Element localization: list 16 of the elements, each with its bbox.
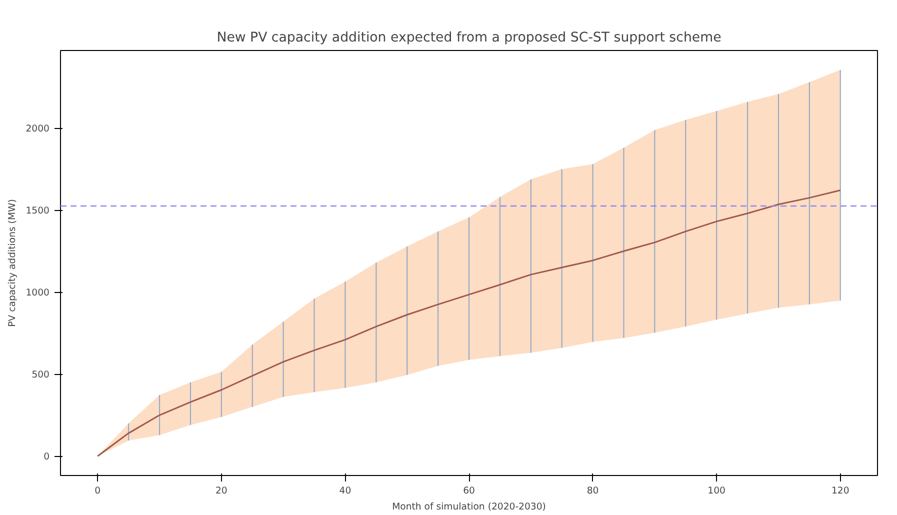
y-tick-label: 1000 <box>26 288 50 299</box>
y-tick-label: 500 <box>32 370 50 381</box>
x-tick-label: 80 <box>586 486 599 496</box>
y-tick-label: 2000 <box>26 124 50 135</box>
x-axis-title: Month of simulation (2020-2030) <box>392 502 546 512</box>
x-tick-label: 0 <box>94 486 101 496</box>
x-tick-label: 100 <box>708 486 726 496</box>
chart-title: New PV capacity addition expected from a proposed SC-ST support scheme <box>216 30 722 46</box>
x-tick-label: 60 <box>463 486 475 496</box>
x-tick-label: 120 <box>831 486 850 496</box>
x-tick-label: 40 <box>339 486 352 496</box>
y-tick-label: 1500 <box>26 206 50 217</box>
y-axis-title: PV capacity additions (MW) <box>6 199 18 327</box>
y-tick-label: 0 <box>44 452 50 463</box>
line-series <box>96 190 842 457</box>
x-tick-label: 20 <box>215 486 228 496</box>
